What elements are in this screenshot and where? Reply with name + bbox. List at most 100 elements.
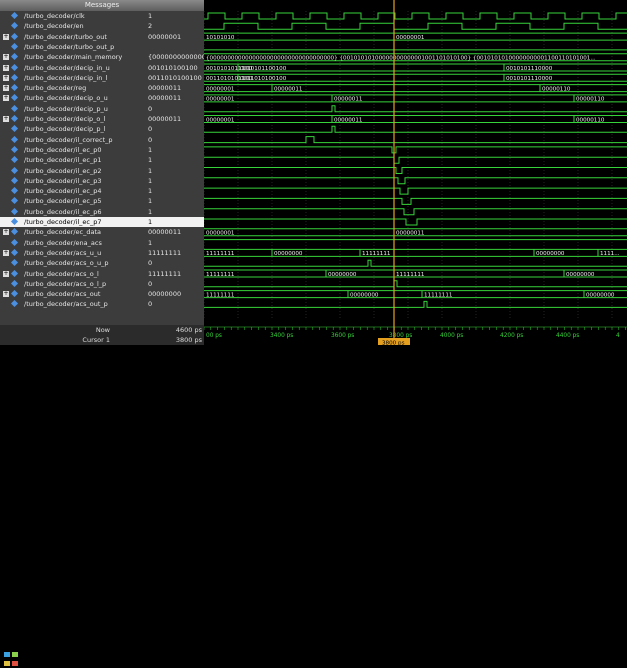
bus-value-label: 00000011 (334, 97, 363, 103)
bus-value-label: {00000000000000000000000000000000000} {0… (206, 56, 596, 62)
expand-icon[interactable]: + (3, 32, 9, 40)
bus-wave (326, 269, 394, 278)
signal-row[interactable]: + /turbo_decoder/acs_o_l (0, 269, 146, 279)
signal-row[interactable]: + /turbo_decoder/acs_out (0, 289, 146, 299)
signal-row[interactable]: + /turbo_decoder/decip_in_u (0, 63, 146, 73)
cursor-remove-icon[interactable] (12, 661, 18, 666)
signal-icon (10, 94, 19, 102)
signal-icon (10, 207, 19, 215)
signal-name: /turbo_decoder/decip_o_u (24, 94, 108, 103)
signal-row[interactable]: + /turbo_decoder/decip_o_u (0, 93, 146, 103)
signal-icon (10, 187, 19, 195)
signal-value: 1 (148, 145, 153, 154)
signal-row[interactable]: + /turbo_decoder/ec_data (0, 227, 146, 237)
footer-icons (4, 652, 34, 668)
expand-icon[interactable]: + (3, 248, 9, 256)
bus-wave (574, 94, 627, 103)
cursor-add-icon[interactable] (4, 661, 10, 666)
signal-row[interactable]: /turbo_decoder/acs_out_p (0, 299, 146, 309)
timeline-ruler (204, 325, 627, 345)
bus-value-label: 00000000 (328, 272, 357, 278)
signal-value: 1 (148, 207, 153, 216)
signal-row[interactable]: /turbo_decoder/turbo_out_p (0, 42, 146, 52)
signal-value: 1 (148, 176, 153, 185)
signal-value: 2 (148, 22, 153, 31)
signal-row[interactable]: /turbo_decoder/decip_p_u (0, 104, 146, 114)
signal-value: 001010100100 (148, 63, 198, 72)
timeline-tick-label: 4 (616, 333, 620, 339)
signal-value: 00000011 (148, 228, 182, 237)
signal-name: /turbo_decoder/turbo_out_p (24, 42, 115, 51)
bus-value-label: 0010101110000 (506, 76, 553, 82)
bus-wave (332, 94, 574, 103)
signal-row[interactable]: /turbo_decoder/ena_acs (0, 238, 146, 248)
cursor-label[interactable]: Cursor 1 (82, 336, 110, 344)
bus-wave (348, 290, 422, 299)
signal-name: /turbo_decoder/acs_o_u_p (24, 259, 109, 268)
signal-icon (10, 32, 19, 40)
expand-icon[interactable]: + (3, 269, 9, 277)
expand-icon[interactable]: + (3, 63, 9, 71)
expand-icon[interactable]: + (3, 290, 9, 298)
signal-icon (10, 145, 19, 153)
signal-row[interactable]: + /turbo_decoder/turbo_out (0, 32, 146, 42)
bus-value-label: 00000001 (206, 231, 235, 237)
signal-name: /turbo_decoder/decip_o_l (24, 115, 106, 123)
bus-wave (394, 228, 627, 237)
bus-wave (574, 115, 627, 123)
signal-value: 0 (148, 279, 153, 288)
bus-wave (540, 84, 627, 93)
signal-row[interactable]: + /turbo_decoder/acs_u_u (0, 248, 146, 258)
bus-value-label: 00000110 (576, 97, 605, 103)
signal-row[interactable]: /turbo_decoder/il_ec_p1 (0, 155, 146, 165)
signal-name: /turbo_decoder/ec_data (24, 228, 102, 237)
signal-row[interactable]: /turbo_decoder/acs_o_u_p (0, 258, 146, 268)
signal-row[interactable]: /turbo_decoder/il_ec_p2 (0, 166, 146, 176)
signal-row[interactable]: /turbo_decoder/il_ec_p4 (0, 186, 146, 196)
signal-row[interactable]: + /turbo_decoder/reg (0, 83, 146, 93)
signal-row[interactable]: /turbo_decoder/en (0, 21, 146, 31)
signal-value: 0 (148, 300, 153, 309)
signal-row[interactable]: + /turbo_decoder/main_memory (0, 52, 146, 62)
expand-icon[interactable]: + (3, 53, 9, 61)
signal-icon (10, 114, 19, 123)
waveform-pane[interactable]: 10101010 00000001 1010101000000001{00000… (203, 0, 627, 347)
signal-row[interactable]: /turbo_decoder/clk (0, 11, 146, 21)
bus-value-label: 0010101100100 (240, 66, 287, 72)
timeline-tick-label: 4400 ps (556, 333, 579, 339)
signal-icon (10, 73, 19, 81)
expand-icon[interactable]: + (3, 228, 9, 236)
signal-row[interactable]: + /turbo_decoder/decip_in_l (0, 73, 146, 83)
expand-icon[interactable]: + (3, 115, 9, 122)
signal-row[interactable]: /turbo_decoder/il_ec_p6 (0, 207, 146, 217)
signal-name: /turbo_decoder/il_correct_p (24, 135, 113, 144)
signal-name-pane: /turbo_decoder/clk/turbo_decoder/en + /tur… (0, 0, 146, 345)
expand-icon[interactable]: + (3, 84, 9, 92)
expand-icon[interactable]: + (3, 94, 9, 102)
signal-icon (10, 135, 19, 143)
signal-icon (10, 248, 19, 256)
signal-row[interactable]: /turbo_decoder/il_correct_p (0, 135, 146, 145)
add-wave-icon[interactable] (12, 652, 18, 657)
waveform-canvas[interactable]: 10101010 00000001 1010101000000001{00000… (203, 0, 627, 347)
signal-row[interactable]: /turbo_decoder/acs_o_l_p (0, 279, 146, 289)
bus-value-label: 00000001 (206, 117, 235, 123)
signal-row[interactable]: /turbo_decoder/il_ec_p0 (0, 145, 146, 155)
bit-wave (204, 136, 627, 144)
bus-wave (204, 84, 272, 93)
timeline-tick-label: 00 ps (206, 333, 222, 339)
signal-row[interactable]: /turbo_decoder/il_ec_p7 (0, 217, 146, 227)
messages-header: Messages (0, 0, 204, 11)
signal-row[interactable]: /turbo_decoder/decip_p_l (0, 124, 146, 134)
zoom-icon[interactable] (4, 652, 10, 657)
signal-row[interactable]: + /turbo_decoder/decip_o_l (0, 114, 146, 124)
now-label: Now (95, 326, 110, 334)
signal-name: /turbo_decoder/clk (24, 12, 85, 20)
bit-wave (204, 187, 627, 195)
bit-wave (204, 218, 627, 226)
bit-wave (204, 167, 627, 174)
signal-row[interactable]: /turbo_decoder/il_ec_p3 (0, 176, 146, 186)
signal-row[interactable]: /turbo_decoder/il_ec_p5 (0, 196, 146, 206)
expand-icon[interactable]: + (3, 73, 9, 81)
